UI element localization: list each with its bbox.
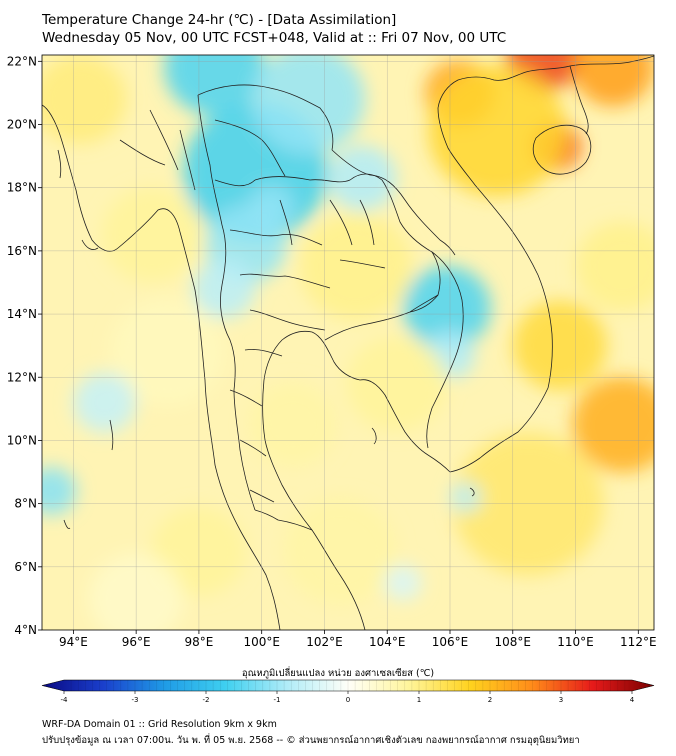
temperature-anomaly-area xyxy=(42,55,127,144)
lon-tick-label: 110°E xyxy=(557,635,594,649)
temperature-anomaly-area xyxy=(512,300,607,391)
lat-tick-label: 4°N xyxy=(14,623,37,637)
colorbar-tick-label: 3 xyxy=(559,696,563,704)
colorbar-tick-label: 2 xyxy=(488,696,492,704)
colorbar-tick-label: 4 xyxy=(630,696,635,704)
lon-tick-label: 94°E xyxy=(59,635,88,649)
temperature-anomaly-area xyxy=(249,185,294,228)
colorbar-tick-label: 0 xyxy=(346,696,350,704)
colorbar-tick-label: -2 xyxy=(203,696,210,704)
temperature-field xyxy=(42,55,654,630)
lon-tick-label: 100°E xyxy=(243,635,280,649)
temperature-anomaly-area xyxy=(283,497,397,605)
temperature-anomaly-area xyxy=(450,482,482,513)
lat-tick-label: 20°N xyxy=(7,118,37,132)
temperature-anomaly-area xyxy=(572,376,654,473)
lon-tick-label: 108°E xyxy=(495,635,532,649)
lat-tick-label: 22°N xyxy=(7,54,37,68)
coastlines-and-borders xyxy=(42,55,654,630)
temperature-anomaly-area xyxy=(572,55,654,107)
temperature-anomaly-area xyxy=(73,372,137,433)
temperature-anomaly-area xyxy=(111,298,225,406)
temperature-anomaly-area xyxy=(249,382,338,467)
lat-tick-label: 18°N xyxy=(7,181,37,195)
temperature-anomaly-area xyxy=(192,258,256,319)
temperature-anomaly-area xyxy=(252,55,366,153)
page-subtitle: Wednesday 05 Nov, 00 UTC FCST+048, Valid… xyxy=(42,30,507,46)
latitude-axis: 22°N 20°N 18°N 16°N 14°N 12°N 10°N 8°N 6°N 4°N xyxy=(7,54,42,637)
temperature-anomaly-area xyxy=(164,55,265,116)
lat-tick-label: 6°N xyxy=(14,560,37,574)
lat-tick-label: 10°N xyxy=(7,433,37,447)
lon-tick-label: 106°E xyxy=(432,635,469,649)
longitude-axis: 94°E 96°E 98°E 100°E 102°E 104°E 106°E 108°E 110… xyxy=(59,630,657,649)
colorbar-tick-label: -3 xyxy=(132,696,139,704)
lat-tick-label: 8°N xyxy=(14,497,37,511)
lon-tick-label: 96°E xyxy=(122,635,151,649)
colorbar-tick-label: -4 xyxy=(61,696,69,704)
lon-tick-label: 112°E xyxy=(620,635,657,649)
lat-tick-label: 12°N xyxy=(7,370,37,384)
temperature-anomaly-area xyxy=(428,65,567,197)
temperature-anomaly-area xyxy=(402,266,491,350)
lat-tick-label: 16°N xyxy=(7,244,37,258)
colorbar: -4 -3 -2 -1 0 1 2 3 4 xyxy=(41,679,655,704)
temperature-anomaly-area xyxy=(299,213,413,321)
lon-tick-label: 102°E xyxy=(306,635,343,649)
map-frame xyxy=(41,54,655,631)
temperature-anomaly-area xyxy=(327,145,397,212)
lat-tick-label: 14°N xyxy=(7,307,37,321)
colorbar-label: อุณหภูมิเปลี่ยนแปลง หน่วย องศาเซลเซียส (… xyxy=(241,668,435,679)
colorbar-tick-label: 1 xyxy=(417,696,421,704)
colorbar-tick-label: -1 xyxy=(274,696,281,704)
temperature-anomaly-area xyxy=(575,221,654,312)
temperature-anomaly-area xyxy=(384,564,422,601)
temperature-anomaly-area xyxy=(346,335,447,432)
footer-credit: ปรับปรุงข้อมูล ณ เวลา 07:00น. วัน พ. ที่… xyxy=(42,735,580,746)
footer-model-info: WRF-DA Domain 01 :: Grid Resolution 9km … xyxy=(42,719,277,730)
graticule xyxy=(42,55,654,630)
lon-tick-label: 104°E xyxy=(369,635,406,649)
page-title: Temperature Change 24-hr (℃) - [Data Ass… xyxy=(42,12,397,28)
temperature-anomaly-area xyxy=(42,467,77,515)
lon-tick-label: 98°E xyxy=(184,635,213,649)
temperature-anomaly-area xyxy=(101,187,203,283)
